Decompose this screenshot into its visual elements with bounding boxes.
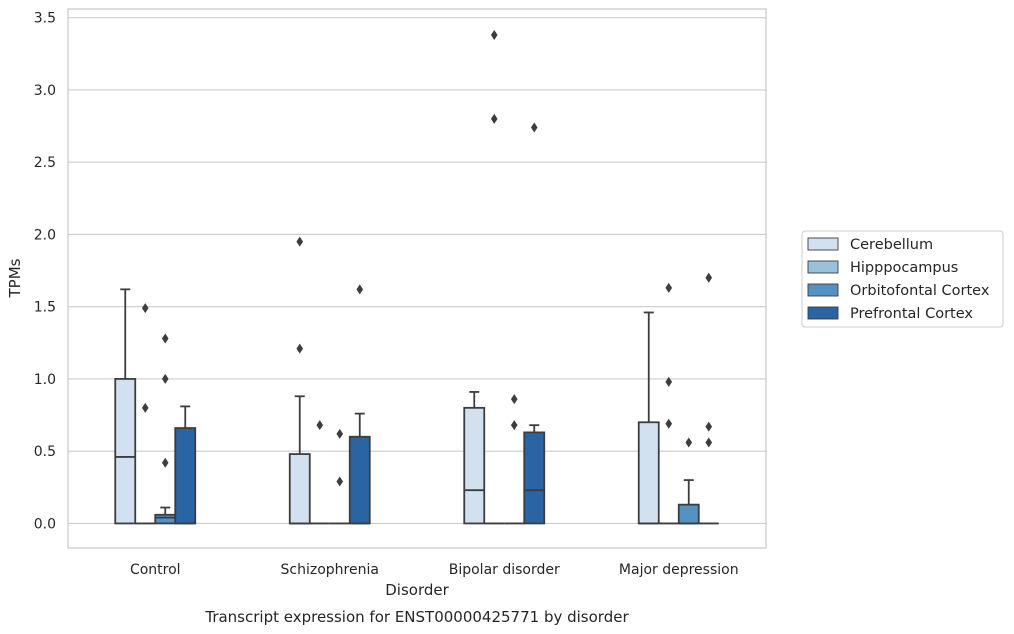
outlier-point [296,343,304,354]
x-tick-label: Control [130,562,181,578]
box-3-1 [463,391,486,525]
box-2-4 [348,412,371,525]
outlier-point [161,373,169,384]
box-body [154,513,177,525]
y-axis-title: TPMs [6,258,24,298]
x-tick-label: Schizophrenia [281,562,379,578]
box-body [288,453,311,525]
outlier-point [316,420,324,431]
outlier-point [356,284,364,295]
legend-frame [801,230,1004,328]
box-body [463,406,486,525]
outlier-point [665,282,673,293]
box-3-4 [523,424,546,525]
y-tick-label: 1.5 [34,300,56,316]
y-tick-label: 3.5 [34,11,56,27]
outlier-point [685,437,693,448]
outlier-point [510,394,518,405]
x-tick-label: Bipolar disorder [449,562,560,578]
outlier-point [161,333,169,344]
outlier-point [510,420,518,431]
outlier-point [296,236,304,247]
outlier-point [665,418,673,429]
outlier-point [161,457,169,468]
outlier-point [705,421,713,432]
y-tick-label: 3.0 [34,83,56,99]
y-tick-label: 0.5 [34,444,56,460]
outlier-point [705,272,713,283]
legend: Cerebellum Hipppocampus Orbitofontal Corte… [801,230,1004,328]
y-tick-label: 2.5 [34,155,56,171]
plot-frame [67,8,767,549]
box-body [523,431,546,525]
outlier-point [141,303,149,314]
box-body [637,421,660,525]
box-1-4 [174,405,197,525]
y-tick-label: 0.0 [34,516,56,532]
box-body [677,503,700,525]
legend-swatch [807,237,839,251]
outlier-point [705,437,713,448]
box-body [174,427,197,525]
box-body [348,435,371,525]
outlier-point [141,402,149,413]
outlier-point [665,376,673,387]
y-tick-label: 2.0 [34,227,56,243]
box-4-1 [637,311,660,525]
outlier-point [490,113,498,124]
figure-caption: Transcript expression for ENST0000042577… [204,608,629,626]
box-1-1 [114,288,137,525]
y-tick-label: 1.0 [34,372,56,388]
y-tick-labels: 0.0 0.5 1.0 1.5 2.0 2.5 3.0 3.5 [34,11,56,533]
legend-swatch [807,260,839,274]
legend-label: Hipppocampus [850,260,958,276]
boxes [114,288,719,525]
legend-label: Prefrontal Cortex [850,306,973,322]
legend-label: Cerebellum [850,237,933,253]
x-axis-title: Disorder [385,581,449,599]
outliers [141,30,713,487]
legend-swatch [807,283,839,297]
box-2-1 [288,395,311,525]
outlier-point [490,30,498,41]
outlier-point [336,476,344,487]
legend-swatch [807,306,839,320]
box-body [114,378,137,525]
outlier-point [336,428,344,439]
x-tick-labels: Control Schizophrenia Bipolar disorder Majo… [130,562,739,578]
x-tick-label: Major depression [619,562,739,578]
box-4-3 [677,479,700,525]
legend-label: Orbitofontal Cortex [850,283,990,299]
outlier-point [530,122,538,133]
